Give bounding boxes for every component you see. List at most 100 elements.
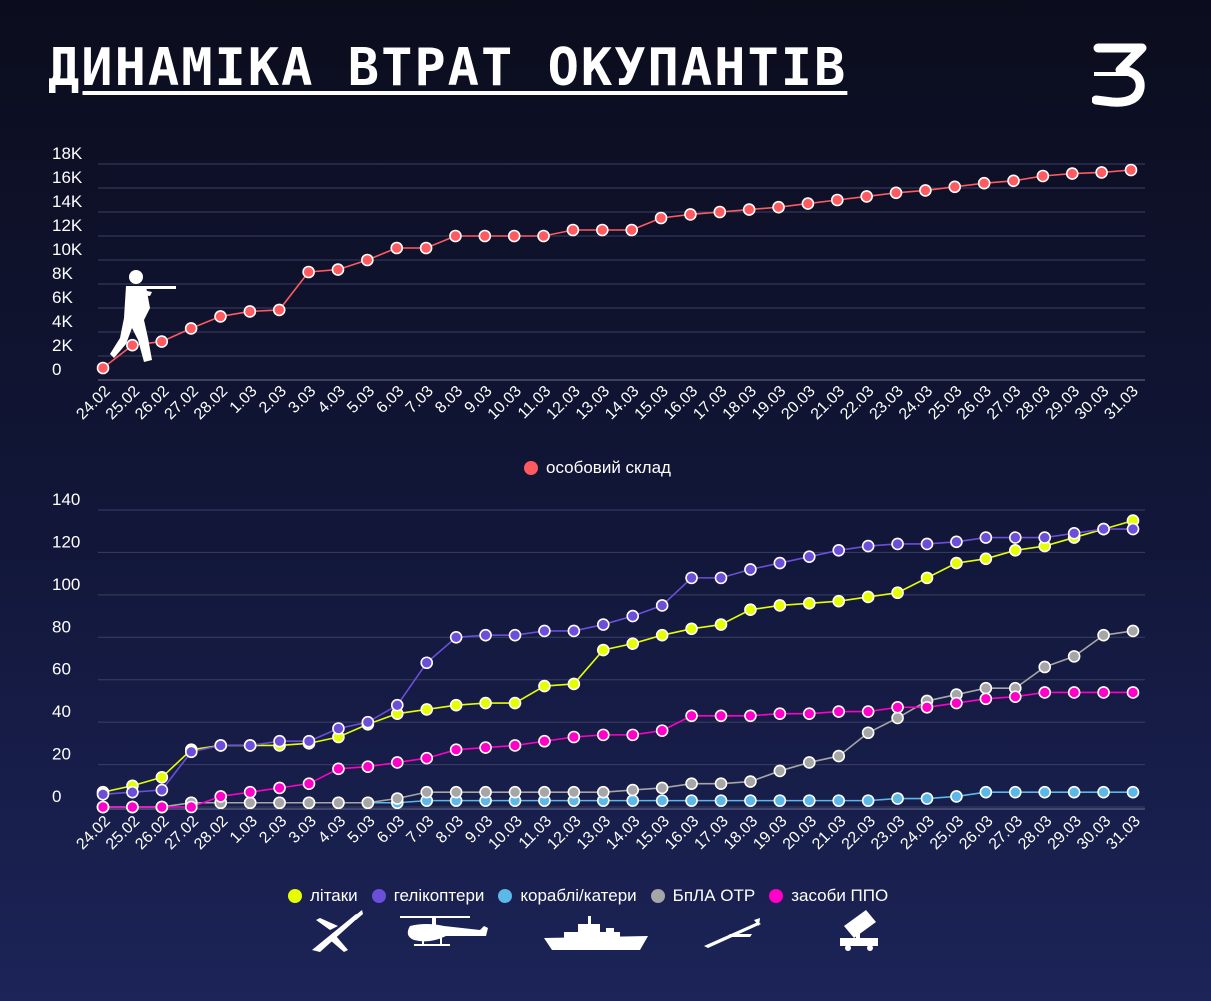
data-point <box>889 186 903 200</box>
data-point <box>390 698 404 712</box>
drone-icon <box>704 918 761 948</box>
data-point <box>302 777 316 790</box>
data-point <box>744 709 757 723</box>
data-point <box>801 197 815 210</box>
data-point <box>626 728 640 742</box>
data-point <box>832 594 846 608</box>
data-point <box>891 537 904 551</box>
data-point <box>596 643 610 657</box>
data-point <box>685 794 698 807</box>
data-point <box>332 796 345 810</box>
data-point <box>155 800 169 814</box>
data-point <box>625 223 638 237</box>
data-point <box>596 618 610 631</box>
legend-item-helicopters: гелікоптери <box>371 886 485 906</box>
data-point <box>567 624 581 638</box>
data-point <box>243 739 257 752</box>
data-point <box>1038 785 1052 799</box>
data-point <box>1126 785 1140 799</box>
y-tick-label: 4K <box>52 312 73 331</box>
data-point <box>1038 660 1052 674</box>
data-point <box>773 707 787 720</box>
legend-item-air-defense: засоби ППО <box>769 886 888 906</box>
y-tick-label: 80 <box>52 617 71 636</box>
data-point <box>96 800 110 814</box>
data-point <box>184 800 198 814</box>
data-point <box>802 707 816 720</box>
legend-dot-air-defense <box>769 889 784 903</box>
y-tick-label: 10K <box>52 240 83 259</box>
data-point <box>979 692 993 706</box>
data-point <box>184 322 198 335</box>
data-point <box>714 794 728 807</box>
data-point <box>744 775 757 788</box>
soldier-icon <box>110 270 176 362</box>
data-point <box>684 208 697 221</box>
data-point <box>331 263 345 276</box>
legend-label-ships: кораблі/катери <box>520 886 637 905</box>
data-point <box>302 796 316 810</box>
data-point <box>273 734 286 748</box>
data-point <box>772 200 785 214</box>
legend-label-planes: літаки <box>310 886 358 905</box>
data-point <box>948 180 962 194</box>
data-point <box>126 785 139 799</box>
data-point <box>361 253 374 267</box>
data-point <box>1067 650 1081 663</box>
data-point <box>1008 544 1022 557</box>
data-point <box>1065 167 1079 180</box>
data-point <box>685 571 698 585</box>
data-point <box>479 696 492 710</box>
data-point <box>567 785 581 799</box>
data-point <box>891 586 904 600</box>
x-tick-label: 10.03 <box>485 813 525 853</box>
data-point <box>832 749 846 763</box>
data-point <box>861 705 875 718</box>
data-point <box>832 544 846 557</box>
x-tick-label: 31.03 <box>1103 813 1143 853</box>
data-point <box>214 739 228 752</box>
legend-dot-ships <box>498 889 513 903</box>
y-tick-label: 20 <box>52 745 71 764</box>
data-point <box>626 637 640 650</box>
data-point <box>654 211 668 225</box>
data-point <box>830 193 844 207</box>
data-point <box>742 203 756 216</box>
data-point <box>567 730 581 744</box>
data-point <box>596 728 610 742</box>
data-point <box>1126 624 1140 638</box>
data-point <box>567 677 581 691</box>
data-point <box>332 722 345 735</box>
data-point <box>155 335 169 348</box>
helicopter-icon <box>400 916 488 946</box>
x-tick-label: 1.03 <box>227 813 261 847</box>
data-point <box>714 709 728 723</box>
data-point <box>714 571 728 585</box>
data-point <box>243 305 257 318</box>
data-point <box>626 783 640 797</box>
data-point <box>920 792 934 805</box>
data-point <box>272 303 286 317</box>
y-tick-label: 16K <box>52 168 83 187</box>
data-point <box>566 223 580 237</box>
data-point <box>449 229 462 243</box>
data-point <box>508 628 522 642</box>
data-point <box>419 241 433 255</box>
series-line <box>103 691 1133 808</box>
x-tick-label: 6.03 <box>374 813 408 847</box>
plane-icon <box>312 910 363 952</box>
page-title: ДИНАМІКА ВТРАТ ОКУПАНТІВ <box>48 38 848 98</box>
data-point <box>214 310 227 323</box>
data-point <box>1097 686 1110 699</box>
legend-label-helicopters: гелікоптери <box>393 886 485 905</box>
data-point <box>979 552 993 566</box>
data-point <box>420 785 434 799</box>
ship-icon <box>544 916 648 950</box>
legend-dot-personnel <box>524 461 538 475</box>
data-point <box>655 628 669 642</box>
data-point <box>273 796 286 810</box>
data-point <box>155 783 169 797</box>
data-point <box>744 603 757 617</box>
data-point <box>802 597 816 610</box>
data-point <box>920 537 934 551</box>
